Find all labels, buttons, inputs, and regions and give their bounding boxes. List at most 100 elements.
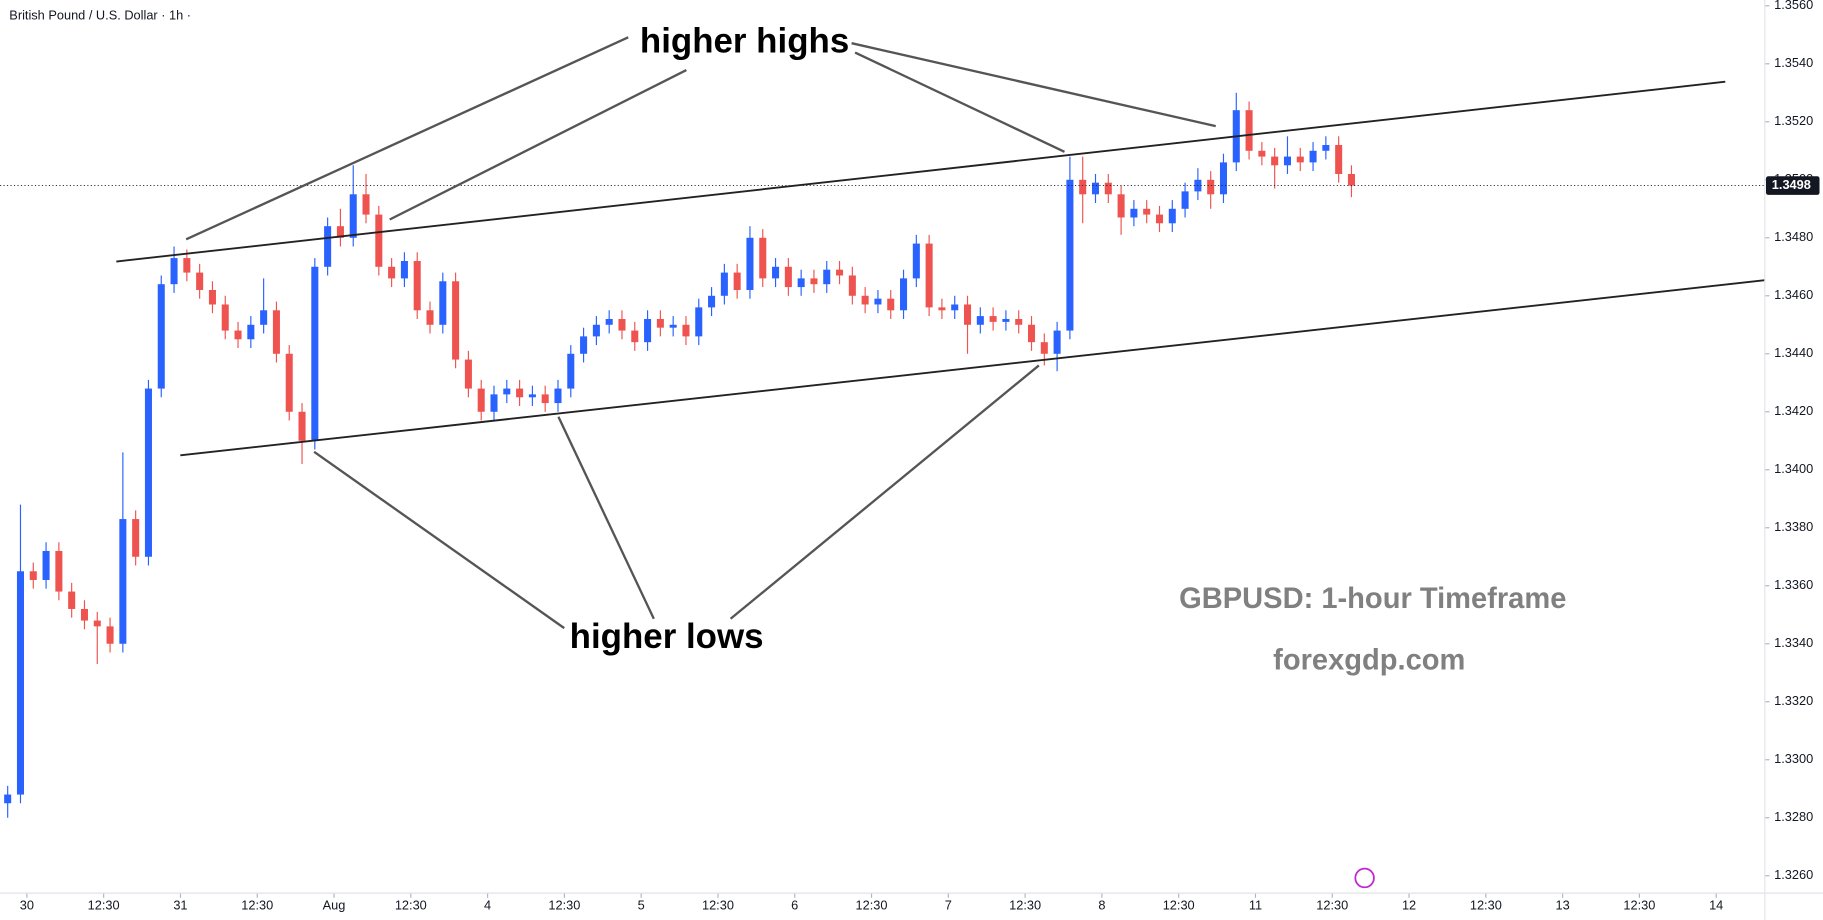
candle-body [618, 318, 626, 331]
y-tick-label: 1.3400 [1774, 461, 1813, 476]
candle-body [708, 295, 716, 308]
candle-body [656, 318, 664, 328]
x-tick-label: 12:30 [395, 897, 427, 912]
candle-body [580, 336, 588, 354]
candle-body [55, 550, 63, 592]
pointer-line [185, 36, 629, 241]
candle-body [1168, 208, 1176, 224]
candle-body [170, 258, 178, 285]
candle-body [234, 330, 242, 340]
candle-body [1283, 156, 1291, 166]
candle-body [887, 298, 895, 311]
candle-body [1104, 182, 1112, 195]
candle-body [772, 266, 780, 279]
last-price-label: 1.3498 [1772, 177, 1811, 192]
x-tick-label: 12:30 [88, 897, 120, 912]
y-tick-label: 1.3540 [1774, 55, 1813, 70]
icon [1354, 867, 1375, 889]
plot [0, 5, 1770, 898]
candle-body [874, 298, 882, 305]
candle-body [720, 272, 728, 296]
candle-body [528, 394, 536, 398]
x-tick-label: 14 [1709, 897, 1723, 912]
candle-body [1040, 342, 1048, 354]
x-tick-label: 12:30 [1623, 897, 1655, 912]
candle-body [1002, 318, 1010, 322]
pointer-line [854, 51, 1065, 153]
y-tick-label: 1.3420 [1774, 403, 1813, 418]
x-tick-label: 12:30 [1316, 897, 1348, 912]
lower-trend-line [180, 279, 1765, 457]
x-tick-label: 12:30 [1163, 897, 1195, 912]
x-tick-label: 12:30 [702, 897, 734, 912]
candle-body [1079, 179, 1087, 195]
candle-body [298, 411, 306, 441]
x-tick-label: 4 [484, 897, 491, 912]
candle-body [592, 324, 600, 337]
x-tick-label: 12:30 [856, 897, 888, 912]
y-tick-label: 1.3560 [1774, 0, 1813, 12]
candle-body [349, 194, 357, 238]
last-price-box [1765, 176, 1820, 195]
candle-body [797, 278, 805, 288]
candle-body [362, 194, 370, 215]
upper-trend-line [116, 80, 1726, 263]
annotation: higher lows [570, 617, 764, 656]
y-tick-label: 1.3280 [1774, 809, 1813, 824]
candle-body [912, 243, 920, 279]
candle-body [1335, 144, 1343, 174]
candle-body [1066, 179, 1074, 331]
candle-body [42, 550, 50, 580]
candle-body [452, 281, 460, 360]
candle-body [1258, 150, 1266, 157]
candle-body [1130, 208, 1138, 218]
pointer-line [729, 364, 1040, 620]
y-tick-label: 1.3460 [1774, 287, 1813, 302]
y-tick-label: 1.3480 [1774, 229, 1813, 244]
x-tick-label: 30 [20, 897, 34, 912]
x-tick-label: 12:30 [548, 897, 580, 912]
annotation: higher highs [640, 21, 849, 60]
x-tick-label: 5 [638, 897, 645, 912]
candle-body [541, 394, 549, 404]
candle-body [1027, 324, 1036, 343]
candle-body [938, 307, 946, 311]
candle-body [439, 281, 447, 325]
candle-body [1117, 194, 1125, 218]
candle-body [1309, 150, 1317, 163]
candle-body [631, 330, 639, 343]
candle-body [989, 316, 997, 322]
candle-body [400, 260, 408, 279]
candle-body [490, 394, 498, 412]
candle-body [132, 519, 140, 557]
candle-body [1181, 191, 1189, 209]
x-tick-label: 12:30 [1009, 897, 1041, 912]
candle-body [733, 272, 741, 290]
y-tick-label: 1.3260 [1774, 867, 1813, 882]
candle-body [605, 318, 613, 325]
candle-body [644, 318, 652, 343]
x-tick-label: 6 [791, 897, 798, 912]
candle-body [516, 388, 524, 398]
x-tick-label: 11 [1249, 897, 1262, 912]
candle-body [183, 258, 191, 273]
candle-body [260, 310, 268, 325]
candle-body [68, 591, 76, 609]
y-tick-label: 1.3320 [1774, 693, 1813, 708]
candle-body [746, 237, 754, 290]
candle-body [1347, 173, 1355, 186]
y-tick-label: 1.3300 [1774, 751, 1813, 766]
candle-body [208, 289, 216, 305]
candle-body [669, 324, 677, 328]
candle-body [272, 310, 280, 354]
candle-body [93, 620, 101, 627]
candle-body [823, 269, 831, 285]
watermark: GBPUSD: 1-hour Timeframe [1179, 583, 1566, 615]
candle-body [759, 237, 767, 279]
candle-body [925, 243, 933, 308]
x-tick-label: 8 [1098, 897, 1105, 912]
x-tick-label: Aug [323, 897, 346, 912]
